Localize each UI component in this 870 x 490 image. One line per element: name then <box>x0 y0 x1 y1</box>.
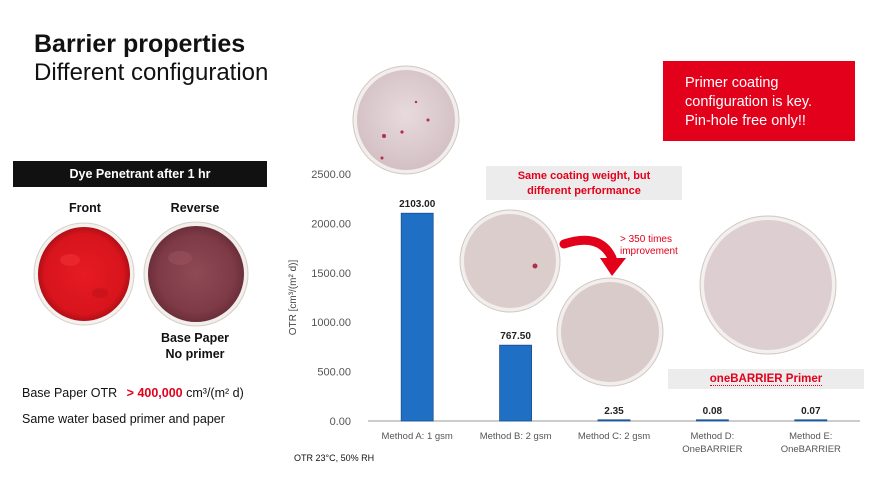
improvement-arrow <box>559 235 626 276</box>
bar-value-label: 2103.00 <box>399 199 436 210</box>
reverse-caption-line-1: Base Paper <box>160 331 230 345</box>
y-tick-label: 0.00 <box>330 416 351 428</box>
x-tick-label: Method D: <box>690 431 734 442</box>
bar <box>400 212 434 422</box>
dye-penetrant-header: Dye Penetrant after 1 hr <box>13 161 267 187</box>
bars: 2103.00 767.50 2.35 0.08 0.07 <box>399 199 828 422</box>
bar <box>597 419 631 422</box>
otr-bar-chart: 0.00 500.00 1000.00 1500.00 2000.00 2500.00 2… <box>288 169 860 455</box>
test-conditions-note: OTR 23°C, 50% RH <box>294 453 375 463</box>
y-axis-ticks: 0.00 500.00 1000.00 1500.00 2000.00 2500.00 <box>311 169 351 428</box>
otr-prefix: Base Paper OTR <box>22 386 118 400</box>
y-tick-label: 1500.00 <box>311 268 351 280</box>
primer-note: Same water based primer and paper <box>22 412 225 426</box>
x-tick-label: Method C: 2 gsm <box>578 431 650 442</box>
same-weight-line-1: Same coating weight, but <box>517 170 651 182</box>
method-a-sample-disc <box>352 65 460 175</box>
bar <box>695 419 729 422</box>
bar <box>499 344 533 422</box>
y-axis-label: OTR [cm³/(m² d)] <box>288 260 299 336</box>
onebarrier-sample-disc <box>699 215 837 355</box>
bar-value-label: 767.50 <box>500 331 531 342</box>
reverse-label: Reverse <box>170 201 220 215</box>
x-axis-ticks: Method A: 1 gsm Method B: 2 gsm Method C: … <box>382 431 841 455</box>
onebarrier-primer-text: oneBARRIER Primer <box>709 373 823 386</box>
method-b-sample-disc <box>459 209 561 313</box>
otr-sample-photos <box>352 65 837 387</box>
key-message-callout: Primer coating configuration is key. Pin… <box>663 61 855 141</box>
same-weight-line-2: different performance <box>527 185 641 197</box>
improvement-annotation: > 350 times improvement <box>620 234 678 258</box>
reverse-caption-line-2: No primer <box>165 347 225 361</box>
x-tick-label: OneBARRIER <box>682 444 742 455</box>
reverse-sample-disc <box>143 221 249 327</box>
callout-line-1: Primer coating <box>685 75 779 91</box>
bar <box>794 419 828 422</box>
improvement-line-2: improvement <box>620 246 678 257</box>
callout-line-3: Pin-hole free only!! <box>685 113 806 129</box>
onebarrier-primer-label: oneBARRIER Primer <box>668 369 864 389</box>
y-tick-label: 1000.00 <box>311 317 351 329</box>
callout-line-2: configuration is key. <box>685 94 813 110</box>
slide-subtitle: Different configuration <box>34 59 269 86</box>
front-label: Front <box>69 201 101 215</box>
dye-samples <box>33 221 249 327</box>
y-tick-label: 2000.00 <box>311 218 351 230</box>
improvement-line-1: > 350 times <box>620 234 672 245</box>
method-c-sample-disc <box>556 277 664 387</box>
x-tick-label: Method B: 2 gsm <box>480 431 552 442</box>
y-tick-label: 500.00 <box>317 367 351 379</box>
y-tick-label: 2500.00 <box>311 169 351 181</box>
bar-value-label: 0.07 <box>801 406 821 417</box>
same-weight-annotation: Same coating weight, but different perfo… <box>486 166 682 200</box>
slide-title: Barrier properties <box>34 30 246 58</box>
x-tick-label: Method E: <box>789 431 832 442</box>
x-tick-label: OneBARRIER <box>781 444 841 455</box>
bar-value-label: 2.35 <box>604 406 624 417</box>
otr-unit: cm³/(m² d) <box>186 386 244 400</box>
otr-value: > 400,000 <box>126 386 183 400</box>
base-paper-otr: Base Paper OTR > 400,000 cm³/(m² d) <box>22 386 244 400</box>
bar-value-label: 0.08 <box>703 406 723 417</box>
x-tick-label: Method A: 1 gsm <box>382 431 453 442</box>
front-sample-disc <box>33 222 135 326</box>
